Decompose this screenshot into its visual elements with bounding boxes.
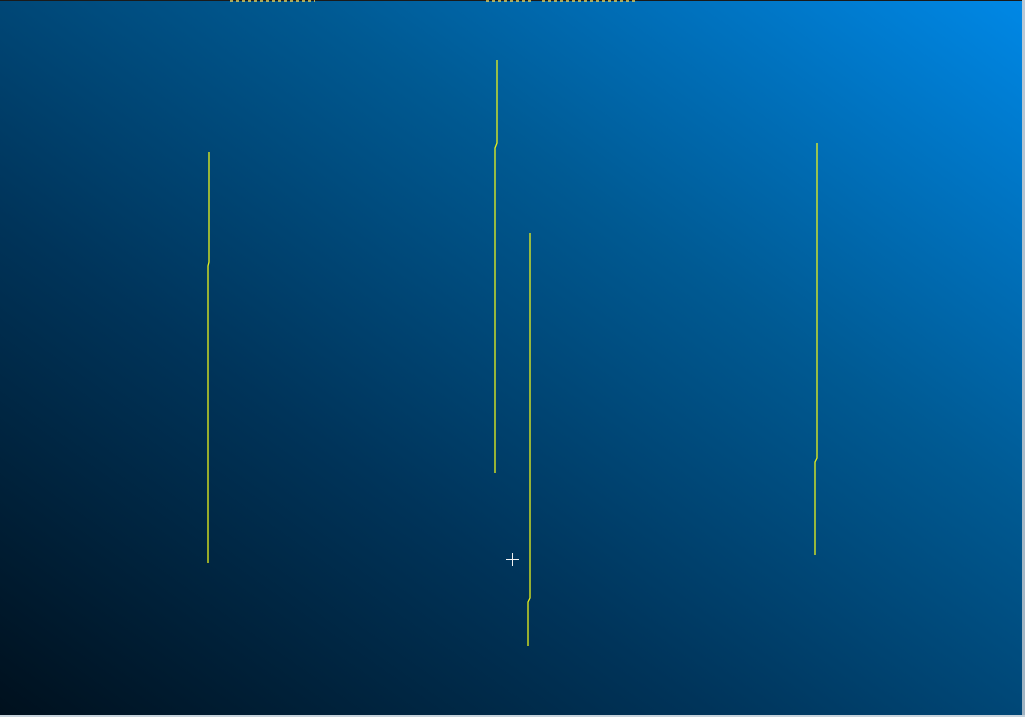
falling-line — [494, 60, 498, 473]
falling-line — [527, 233, 531, 646]
falling-line — [814, 143, 818, 555]
window-right-border — [1022, 0, 1025, 717]
crosshair-cursor-icon — [506, 553, 519, 566]
top-edge-artifact — [486, 0, 534, 2]
top-edge-artifact — [230, 0, 315, 2]
window-bottom-border — [0, 715, 1025, 717]
falling-line — [207, 152, 210, 563]
top-edge-artifact — [542, 0, 638, 2]
